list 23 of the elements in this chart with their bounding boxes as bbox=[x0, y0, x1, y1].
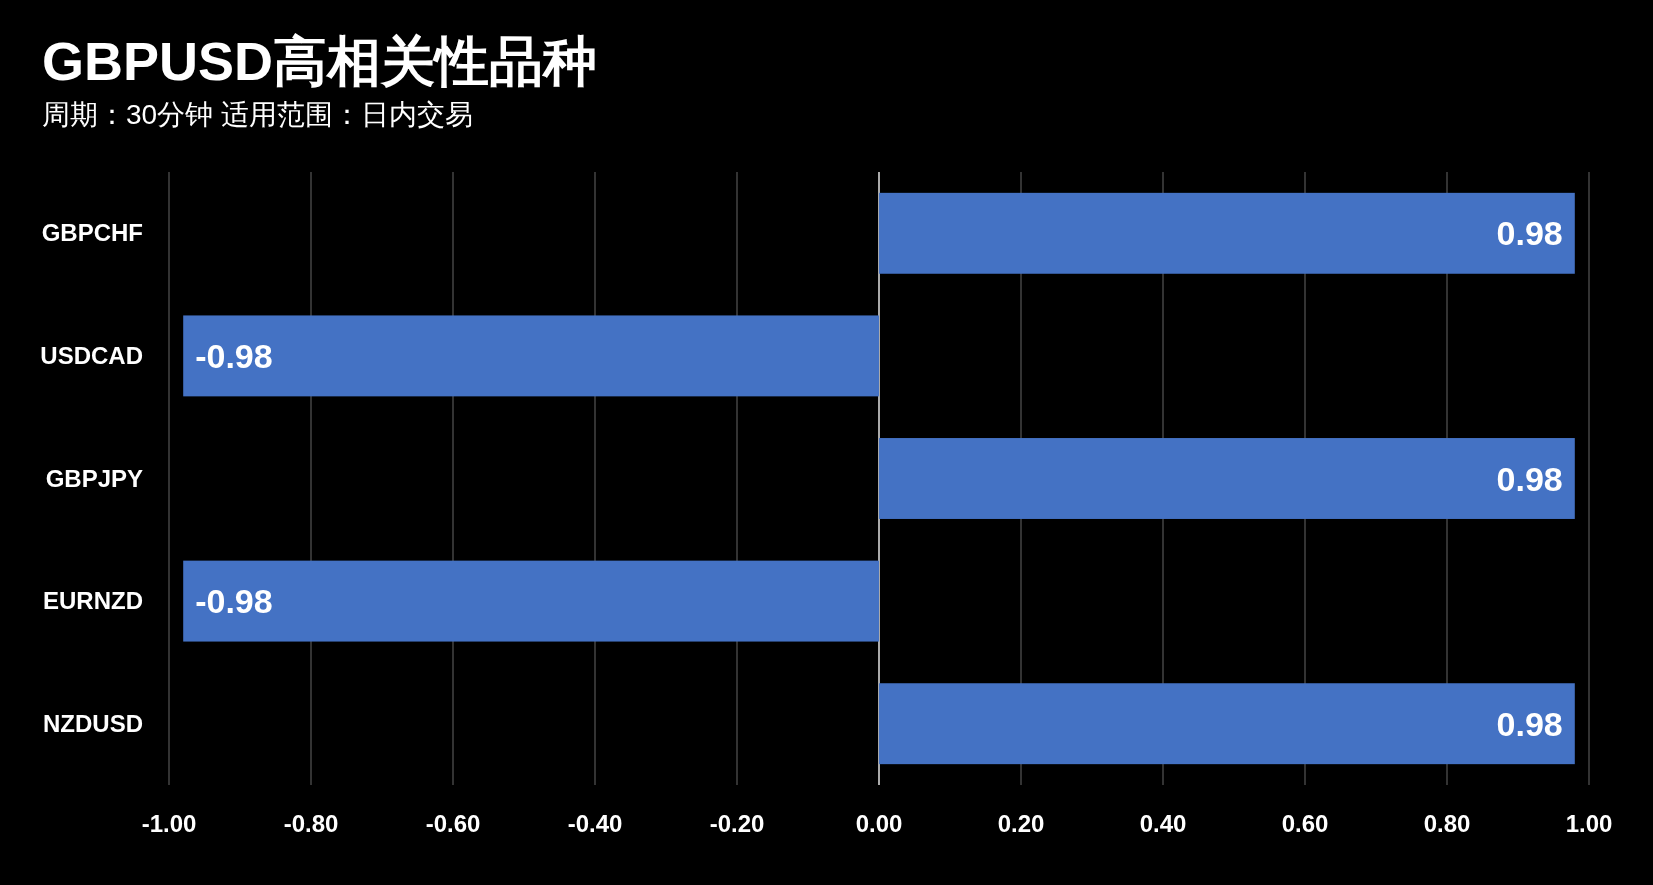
x-tick-label: 0.60 bbox=[1281, 810, 1329, 837]
x-tick-label: 0.80 bbox=[1423, 810, 1471, 837]
x-tick-label: 1.00 bbox=[1565, 810, 1613, 837]
x-tick-label: -0.20 bbox=[709, 810, 765, 837]
y-tick-label: NZDUSD bbox=[43, 709, 143, 737]
data-label: 0.98 bbox=[1496, 214, 1563, 253]
y-tick-label: GBPCHF bbox=[41, 219, 143, 247]
y-tick-label: EURNZD bbox=[43, 587, 143, 615]
x-tick-label: -0.80 bbox=[283, 810, 339, 837]
data-label: -0.98 bbox=[195, 336, 273, 375]
x-tick-label: -1.00 bbox=[141, 810, 197, 837]
x-tick-label: -0.40 bbox=[567, 810, 623, 837]
data-label: 0.98 bbox=[1496, 459, 1563, 498]
data-label: 0.98 bbox=[1496, 704, 1563, 743]
x-tick-label: 0.20 bbox=[997, 810, 1045, 837]
chart-title: GBPUSD高相关性品种 bbox=[42, 31, 598, 91]
data-label: -0.98 bbox=[195, 582, 273, 621]
y-tick-label: GBPJPY bbox=[45, 464, 143, 492]
x-tick-label: 0.00 bbox=[855, 810, 903, 837]
y-tick-label: USDCAD bbox=[40, 341, 143, 369]
x-tick-label: 0.40 bbox=[1139, 810, 1187, 837]
chart-subtitle: 周期：30分钟 适用范围：日内交易 bbox=[42, 99, 473, 130]
x-tick-label: -0.60 bbox=[425, 810, 481, 837]
